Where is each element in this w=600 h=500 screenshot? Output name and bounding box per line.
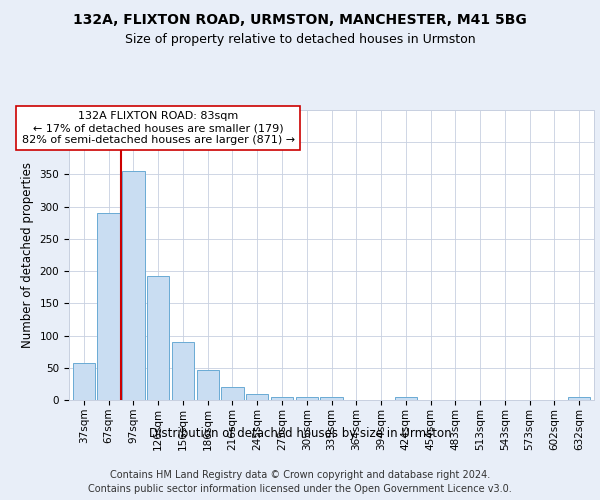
Text: 132A FLIXTON ROAD: 83sqm
← 17% of detached houses are smaller (179)
82% of semi-: 132A FLIXTON ROAD: 83sqm ← 17% of detach…: [22, 112, 295, 144]
Text: Contains public sector information licensed under the Open Government Licence v3: Contains public sector information licen…: [88, 484, 512, 494]
Bar: [395, 398, 417, 400]
Bar: [73, 362, 95, 400]
Bar: [197, 370, 219, 400]
Bar: [221, 387, 244, 400]
Bar: [568, 398, 590, 400]
Bar: [320, 397, 343, 400]
Text: Size of property relative to detached houses in Urmston: Size of property relative to detached ho…: [125, 32, 475, 46]
Bar: [296, 397, 318, 400]
Bar: [246, 394, 268, 400]
Y-axis label: Number of detached properties: Number of detached properties: [21, 162, 34, 348]
Text: Contains HM Land Registry data © Crown copyright and database right 2024.: Contains HM Land Registry data © Crown c…: [110, 470, 490, 480]
Bar: [122, 171, 145, 400]
Text: Distribution of detached houses by size in Urmston: Distribution of detached houses by size …: [149, 428, 451, 440]
Bar: [147, 276, 169, 400]
Bar: [97, 213, 120, 400]
Text: 132A, FLIXTON ROAD, URMSTON, MANCHESTER, M41 5BG: 132A, FLIXTON ROAD, URMSTON, MANCHESTER,…: [73, 12, 527, 26]
Bar: [172, 342, 194, 400]
Bar: [271, 397, 293, 400]
